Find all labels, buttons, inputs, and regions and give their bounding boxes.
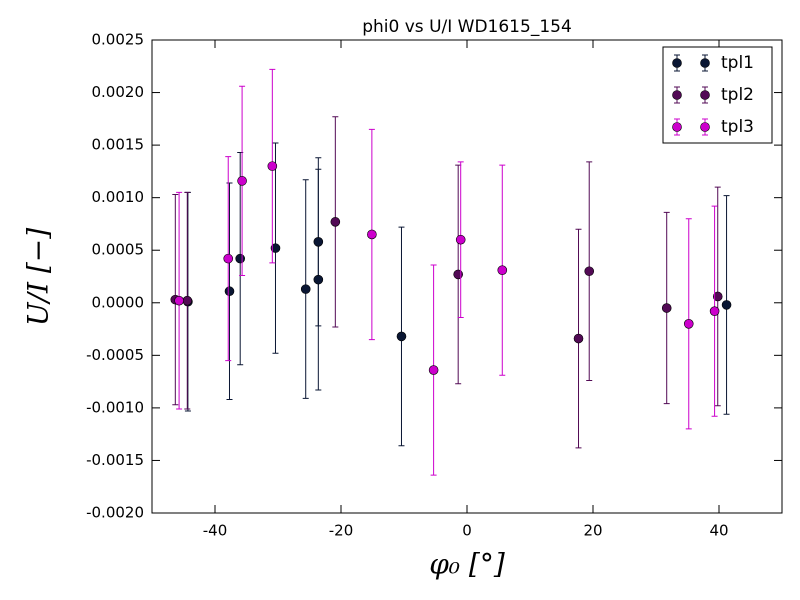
marker	[721, 300, 732, 310]
y-tick-label: -0.0005	[86, 346, 144, 364]
marker	[709, 306, 720, 316]
marker	[267, 161, 278, 171]
marker	[174, 295, 184, 306]
marker	[235, 253, 245, 264]
y-axis-label: U/I [−]	[22, 228, 55, 326]
marker	[428, 365, 439, 375]
marker	[223, 253, 234, 264]
legend-label: tpl1	[721, 53, 754, 73]
marker	[453, 269, 463, 280]
marker	[367, 229, 377, 240]
legend-marker	[700, 58, 710, 68]
legend-marker	[672, 90, 682, 100]
marker	[224, 286, 235, 297]
y-tick-label: -0.0020	[86, 504, 144, 522]
legend-label: tpl3	[721, 117, 754, 137]
plot-frame	[151, 39, 783, 514]
y-tick-label: 0.0000	[92, 293, 145, 311]
y-tick-label: 0.0005	[92, 241, 145, 259]
marker	[313, 237, 324, 247]
marker	[661, 303, 672, 313]
legend-marker	[700, 122, 710, 132]
x-tick-label: 40	[709, 522, 728, 540]
marker	[712, 291, 723, 302]
marker	[313, 274, 324, 285]
marker	[455, 234, 466, 245]
legend-marker	[672, 122, 682, 132]
marker	[237, 176, 247, 186]
marker	[683, 318, 694, 329]
x-tick-label: -40	[203, 522, 228, 540]
y-tick-label: 0.0020	[92, 83, 145, 101]
legend-label: tpl2	[721, 85, 754, 105]
marker	[300, 284, 311, 294]
marker	[396, 331, 407, 342]
chart-title: phi0 vs U/I WD1615_154	[362, 17, 572, 37]
marker	[270, 243, 281, 253]
x-tick-label: 0	[462, 522, 472, 540]
marker	[182, 295, 193, 306]
y-tick-label: 0.0025	[92, 31, 145, 49]
y-tick-label: 0.0015	[92, 136, 145, 154]
legend-marker	[700, 90, 710, 100]
x-axis-label: φ₀ [°]	[429, 548, 505, 581]
y-tick-label: -0.0015	[86, 451, 144, 469]
legend-marker	[672, 58, 682, 68]
x-tick-label: -20	[329, 522, 354, 540]
x-tick-label: 20	[583, 522, 602, 540]
marker	[573, 333, 584, 344]
marker	[497, 265, 508, 275]
y-tick-label: 0.0010	[92, 188, 145, 206]
marker	[330, 217, 341, 227]
marker	[584, 266, 595, 277]
y-tick-label: -0.0010	[86, 398, 144, 416]
